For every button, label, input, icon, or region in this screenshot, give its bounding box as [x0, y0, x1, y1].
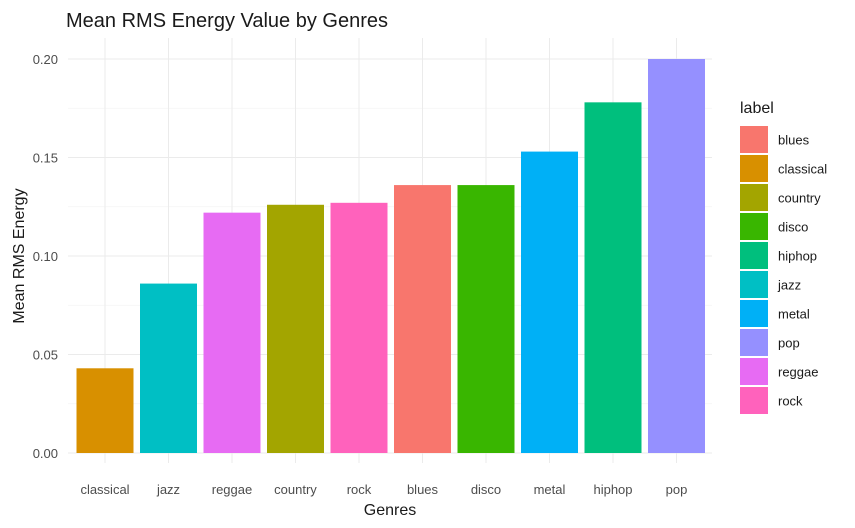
- y-tick-label: 0.05: [33, 348, 58, 363]
- legend-key-country: [740, 184, 768, 211]
- x-tick-label: rock: [347, 482, 372, 497]
- x-tick-label: pop: [666, 482, 688, 497]
- bar-blues: [394, 185, 451, 453]
- bars: [76, 59, 705, 453]
- bar-jazz: [140, 283, 197, 453]
- legend-title: label: [740, 100, 774, 117]
- legend-label-rock: rock: [778, 394, 803, 409]
- legend-key-blues: [740, 126, 768, 153]
- bar-metal: [521, 151, 578, 453]
- legend-label-hiphop: hiphop: [778, 249, 817, 264]
- legend-key-jazz: [740, 271, 768, 298]
- legend-label-metal: metal: [778, 307, 810, 322]
- x-tick-label: disco: [471, 482, 501, 497]
- legend-label-pop: pop: [778, 336, 800, 351]
- legend-key-pop: [740, 329, 768, 356]
- legend-label-reggae: reggae: [778, 365, 818, 380]
- legend-label-classical: classical: [778, 162, 827, 177]
- y-tick-label: 0.15: [33, 151, 58, 166]
- y-tick-label: 0.10: [33, 249, 58, 264]
- x-tick-label: hiphop: [593, 482, 632, 497]
- bar-reggae: [203, 212, 261, 453]
- bar-country: [267, 204, 324, 453]
- legend-label-blues: blues: [778, 133, 810, 148]
- x-tick-label: blues: [407, 482, 439, 497]
- bar-disco: [457, 185, 515, 453]
- x-axis-title: Genres: [364, 502, 416, 519]
- legend: label blues classical country disco hiphop ja…: [740, 100, 827, 414]
- legend-label-disco: disco: [778, 220, 808, 235]
- x-axis-ticks: classical jazz reggae country rock blues disco…: [80, 482, 687, 497]
- legend-label-jazz: jazz: [777, 278, 801, 293]
- bar-rock: [330, 202, 388, 453]
- legend-key-disco: [740, 213, 768, 240]
- legend-key-reggae: [740, 358, 768, 385]
- bar-hiphop: [584, 102, 642, 453]
- y-axis-title: Mean RMS Energy: [11, 188, 28, 323]
- legend-key-classical: [740, 155, 768, 182]
- legend-label-country: country: [778, 191, 821, 206]
- bar-classical: [76, 368, 134, 453]
- x-tick-label: metal: [534, 482, 566, 497]
- x-tick-label: classical: [80, 482, 129, 497]
- y-tick-label: 0.00: [33, 446, 58, 461]
- legend-key-hiphop: [740, 242, 768, 269]
- legend-key-metal: [740, 300, 768, 327]
- bar-pop: [648, 59, 705, 453]
- x-tick-label: jazz: [156, 482, 180, 497]
- legend-key-rock: [740, 387, 768, 414]
- x-tick-label: reggae: [212, 482, 252, 497]
- chart-title: Mean RMS Energy Value by Genres: [66, 10, 388, 32]
- x-tick-label: country: [274, 482, 317, 497]
- y-axis-ticks: 0.00 0.05 0.10 0.15 0.20: [33, 52, 58, 461]
- y-tick-label: 0.20: [33, 52, 58, 67]
